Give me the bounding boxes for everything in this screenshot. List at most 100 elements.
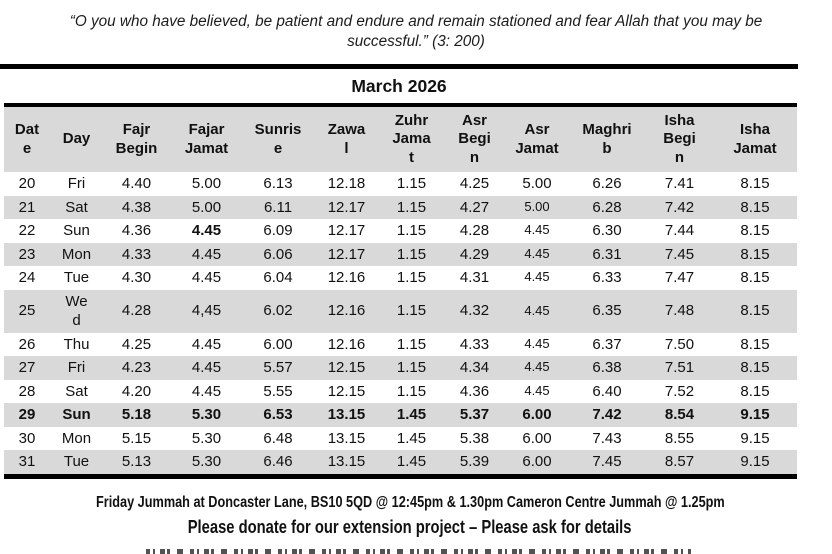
table-row: 26 Thu 4.25 4.45 6.00 12.16 1.15 4.33 4.45 6.37 7.…	[4, 333, 797, 357]
cell-date: 26	[18, 335, 36, 353]
cell-isha-jamat: 8.15	[713, 356, 797, 380]
cell-date: 28	[18, 382, 36, 400]
cell-zawal: 13.15	[313, 403, 380, 427]
cell-isha-jamat: 8.15	[713, 289, 797, 333]
cell-fajr-begin: 4.25	[121, 335, 152, 353]
cell-isha-jamat: 8.15	[740, 222, 770, 240]
cell-date: 24	[18, 269, 36, 287]
table-row: 24 Tue 4.30 4.45 6.04 12.16 1.15 4.31 4.45 6.33 7.…	[4, 266, 797, 290]
cell-date: 30	[18, 429, 36, 447]
cell-zawal: 12.16	[327, 269, 366, 287]
col-header-zuhr-jamat: Zuhr Jama t	[380, 105, 443, 173]
cell-isha-begin: 7.42	[646, 195, 713, 220]
cell-asr-jamat: 4.45	[524, 335, 550, 351]
table-header: Dat e Day Fajr Begin Fajar Jamat Sunris e Zaw…	[4, 105, 797, 173]
cell-zuhr-jamat: 1.15	[396, 382, 427, 400]
cell-isha-jamat: 8.15	[713, 195, 797, 220]
col-header-isha-begin: Isha Begi n	[646, 105, 713, 173]
cell-date: 27	[4, 356, 50, 380]
cell-fajar-jamat: 4.45	[191, 269, 222, 287]
cell-zuhr-jamat: 1.45	[396, 429, 427, 447]
cell-isha-begin: 7.44	[664, 222, 695, 240]
cell-day: Fri	[67, 175, 86, 193]
cell-day: Sun	[50, 403, 103, 427]
cell-fajar-jamat: 5.00	[191, 175, 222, 193]
cell-sunrise: 6.46	[243, 450, 313, 477]
cell-maghrib: 6.31	[568, 242, 646, 267]
cell-zawal: 12.17	[327, 222, 366, 240]
cell-zuhr-jamat: 1.45	[380, 450, 443, 477]
cell-zuhr-jamat: 1.15	[396, 175, 427, 193]
cell-fajr-begin: 4.40	[121, 175, 152, 193]
cell-fajr-begin: 4.33	[103, 242, 170, 267]
table-row: 30 Mon 5.15 5.30 6.48 13.15 1.45 5.38 6.00 7.43 8.…	[4, 427, 797, 451]
cell-sunrise: 6.13	[263, 175, 293, 193]
cell-asr-begin: 5.39	[443, 450, 506, 477]
col-header-fajr-begin: Fajr Begin	[103, 105, 170, 173]
cell-zuhr-jamat: 1.45	[380, 403, 443, 427]
cell-fajr-begin: 5.15	[121, 429, 152, 447]
cell-date: 22	[18, 222, 36, 240]
cell-isha-begin: 7.45	[646, 242, 713, 267]
cell-fajar-jamat: 5.00	[170, 195, 243, 220]
cell-sunrise: 5.55	[263, 382, 293, 400]
cell-asr-jamat: 6.00	[506, 450, 568, 477]
prayer-timetable: Dat e Day Fajr Begin Fajar Jamat Sunris e Zaw…	[4, 103, 797, 479]
cell-fajar-jamat: 4.45	[191, 222, 222, 240]
cell-fajar-jamat: 5.30	[191, 429, 222, 447]
cell-fajr-begin: 4.23	[103, 356, 170, 380]
cell-asr-begin: 4.27	[443, 195, 506, 220]
cell-maghrib: 6.33	[592, 269, 622, 287]
cell-fajar-jamat: 4.45	[191, 335, 222, 353]
jummah-info-line: Friday Jummah at Doncaster Lane, BS10 5Q…	[0, 494, 820, 512]
cell-zawal: 12.15	[327, 382, 366, 400]
cell-maghrib: 6.38	[568, 356, 646, 380]
cell-isha-jamat: 8.15	[740, 382, 770, 400]
cell-day: Sun	[63, 222, 90, 240]
col-header-date: Dat e	[4, 105, 50, 173]
cell-isha-begin: 8.57	[646, 450, 713, 477]
cell-date: 23	[4, 242, 50, 267]
cell-day: Tue	[50, 450, 103, 477]
cell-date: 31	[4, 450, 50, 477]
cell-fajr-begin: 4.38	[103, 195, 170, 220]
cutoff-text-line	[146, 549, 691, 554]
cell-maghrib: 6.37	[592, 335, 622, 353]
cell-sunrise: 6.00	[263, 335, 293, 353]
cell-isha-jamat: 8.15	[740, 175, 770, 193]
footer: Friday Jummah at Doncaster Lane, BS10 5Q…	[0, 494, 820, 538]
col-header-sunrise: Sunris e	[243, 105, 313, 173]
cell-maghrib: 7.42	[568, 403, 646, 427]
cell-asr-begin: 4.34	[443, 356, 506, 380]
cell-asr-begin: 5.38	[459, 429, 490, 447]
cell-zawal: 12.15	[313, 356, 380, 380]
cell-asr-begin: 4.28	[459, 222, 490, 240]
cell-isha-begin: 8.55	[664, 429, 695, 447]
cell-asr-jamat: 4.45	[506, 242, 568, 267]
cell-isha-jamat: 9.15	[713, 403, 797, 427]
cell-day: Tue	[63, 269, 90, 287]
table-body: 20 Fri 4.40 5.00 6.13 12.18 1.15 4.25 5.00 6.26 7.…	[4, 172, 797, 477]
cell-zuhr-jamat: 1.15	[380, 195, 443, 220]
donation-appeal-line: Please donate for our extension project …	[0, 517, 820, 538]
cell-sunrise: 6.53	[243, 403, 313, 427]
cell-zuhr-jamat: 1.15	[380, 356, 443, 380]
cell-asr-jamat: 5.00	[506, 195, 568, 220]
cell-zuhr-jamat: 1.15	[380, 242, 443, 267]
cell-sunrise: 6.02	[243, 289, 313, 333]
cell-day: Mon	[61, 429, 92, 447]
cell-isha-jamat: 8.15	[740, 269, 770, 287]
cell-maghrib: 7.45	[568, 450, 646, 477]
cell-day: We d	[50, 289, 103, 333]
cell-maghrib: 6.35	[568, 289, 646, 333]
cell-zawal: 12.18	[327, 175, 366, 193]
cell-sunrise: 6.48	[263, 429, 293, 447]
cell-isha-jamat: 8.15	[740, 335, 770, 353]
cell-date: 29	[4, 403, 50, 427]
cell-zuhr-jamat: 1.15	[380, 289, 443, 333]
cell-asr-jamat: 6.00	[522, 429, 552, 447]
cell-isha-jamat: 9.15	[740, 429, 770, 447]
col-header-asr-begin: Asr Begi n	[443, 105, 506, 173]
cell-day: Thu	[63, 335, 90, 353]
cell-zuhr-jamat: 1.15	[396, 222, 427, 240]
